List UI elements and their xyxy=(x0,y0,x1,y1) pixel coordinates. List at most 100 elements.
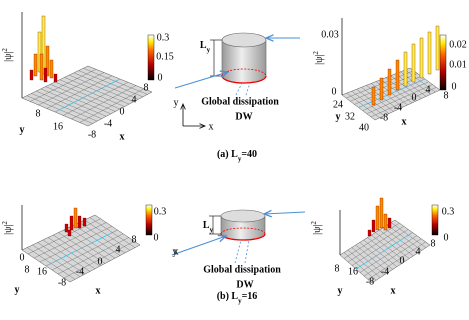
y-axis-label: y xyxy=(336,111,341,122)
panel-caption-part: y xyxy=(238,155,242,163)
surface-grid xyxy=(50,84,116,112)
z-axis-label: |ψ|2 xyxy=(1,48,15,62)
surface-grid xyxy=(405,69,436,93)
dissipation-ring xyxy=(221,75,267,84)
peak-bar xyxy=(419,37,424,79)
colorbar-tick-label: 0.15 xyxy=(156,51,174,62)
peak-bar xyxy=(67,229,72,237)
colorbar-tick-label: 0.02 xyxy=(449,39,467,50)
peak-bar xyxy=(37,31,42,73)
coord-axis-label: y xyxy=(174,97,179,108)
surface-grid xyxy=(351,247,385,276)
length-label-part: y xyxy=(207,46,211,54)
x-tick-label: 0 xyxy=(412,92,417,103)
z-axis-label: |ψ|2 xyxy=(1,221,15,235)
peak-bar xyxy=(39,53,44,81)
z-axis-label-part: 2 xyxy=(1,221,9,225)
dw-line xyxy=(355,232,413,270)
x-tick-label: -4 xyxy=(381,266,389,277)
peak-bar xyxy=(64,223,69,233)
colorbar xyxy=(145,204,153,236)
peak-bar xyxy=(53,73,58,83)
label-pointer xyxy=(235,82,251,96)
x-tick-label: -8 xyxy=(88,129,96,140)
peak-bar xyxy=(69,215,74,231)
z-axis-label-part: |ψ| xyxy=(312,225,323,235)
peak-bar xyxy=(41,15,46,75)
surface-grid xyxy=(79,222,126,254)
y-tick-label: 32 xyxy=(345,111,355,122)
peak-bar xyxy=(383,213,388,231)
length-label: Ly xyxy=(203,220,214,233)
peak-bar xyxy=(371,219,376,233)
y-tick-label: 8 xyxy=(36,108,41,119)
x-tick-label: 8 xyxy=(431,238,436,249)
colorbar xyxy=(147,34,155,81)
z-axis-label-part: |ψ| xyxy=(3,225,14,235)
peak-bar xyxy=(43,67,48,83)
cylinder-top xyxy=(221,32,267,48)
panel-caption-part: =40 xyxy=(241,149,257,160)
colorbar-tick-label: 0.3 xyxy=(442,206,455,217)
coord-axis-label: x xyxy=(209,121,214,132)
peak-bar xyxy=(435,25,440,71)
panel-caption: (a) Ly=40 xyxy=(217,149,257,162)
z-axis-label: |ψ|2 xyxy=(312,51,326,65)
label-pointer xyxy=(234,239,250,264)
panel-caption: (b) Ly=16 xyxy=(217,291,258,304)
peak-bar xyxy=(77,215,82,229)
panel-caption-part: y xyxy=(238,297,242,305)
z-axis-label-part: |ψ| xyxy=(314,55,325,65)
z-axis-label-part: 2 xyxy=(312,51,320,55)
x-tick-label: 4 xyxy=(132,94,137,105)
x-tick-label: 8 xyxy=(144,82,149,93)
surface-grid xyxy=(42,239,91,272)
x-tick-label: -8 xyxy=(58,277,66,288)
x-tick-label: -4 xyxy=(394,102,402,113)
colorbar-tick-label: 0 xyxy=(444,232,449,243)
dw-line xyxy=(45,229,118,267)
x-tick-label: 0 xyxy=(120,106,125,117)
y-tick-label: 40 xyxy=(359,122,369,133)
x-tick-label: 8 xyxy=(132,234,137,245)
y-axis-label: y xyxy=(20,124,25,135)
pointer-arrow xyxy=(264,212,306,214)
z-axis-label-part: 2 xyxy=(310,221,318,225)
x-axis-label: x xyxy=(96,285,101,296)
x-tick-label: 4 xyxy=(416,246,421,257)
surface-grid xyxy=(371,83,403,108)
cylinder-top xyxy=(220,209,266,223)
peak-bar xyxy=(427,31,432,75)
surface-grid xyxy=(83,68,148,95)
y-tick-label: 0 xyxy=(20,252,25,263)
peak-bar xyxy=(367,229,372,237)
z-axis-label-part: |ψ| xyxy=(3,52,14,62)
peak-bar xyxy=(45,45,50,77)
x-tick-label: 4 xyxy=(426,84,431,95)
x-axis-label: x xyxy=(391,285,396,296)
length-label-part: y xyxy=(210,226,214,234)
panel-caption-part: (b) L xyxy=(217,291,239,302)
coord-axis-label: y xyxy=(173,246,178,257)
peak-bar xyxy=(387,217,392,229)
colorbar-tick-label: 0 xyxy=(158,72,163,83)
y-tick-label: 16 xyxy=(348,266,358,277)
x-tick-label: 8 xyxy=(444,90,449,101)
x-tick-label: 0 xyxy=(400,255,405,266)
x-tick-label: -4 xyxy=(76,266,84,277)
surface-grid xyxy=(78,70,143,98)
colorbar-tick-label: 0.3 xyxy=(157,32,170,43)
peak-bar xyxy=(403,51,408,87)
colorbar-tick-label: 0.3 xyxy=(154,206,167,217)
peak-bar xyxy=(82,217,87,227)
schematic-label: DW xyxy=(235,111,252,122)
x-tick-label: -8 xyxy=(380,112,388,123)
y-tick-label: 16 xyxy=(53,121,63,132)
x-tick-label: -4 xyxy=(104,118,112,129)
peak-bar xyxy=(73,207,78,229)
schematic-label: Global dissipation xyxy=(203,264,281,275)
surface-grid xyxy=(371,234,406,262)
surface-grid xyxy=(390,222,426,248)
pointer-arrow xyxy=(171,236,226,256)
